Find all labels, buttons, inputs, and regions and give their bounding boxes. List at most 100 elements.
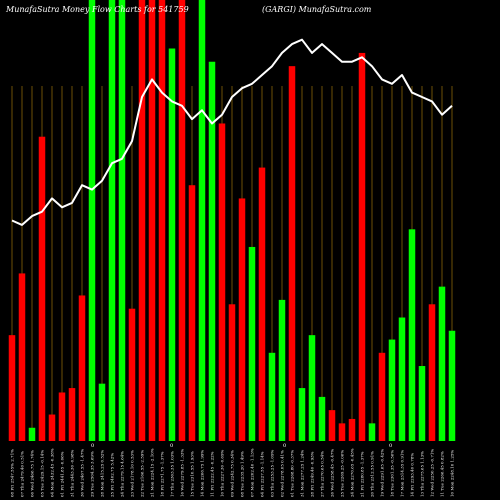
bar bbox=[88, 0, 96, 441]
x-tick-label: 25 Fri 2402.75 5.42% bbox=[110, 453, 115, 497]
bar bbox=[378, 352, 386, 441]
zero-marker-2: 0 bbox=[170, 443, 173, 449]
x-tick-label: 23 Wed 2178.10 0.53% bbox=[130, 450, 135, 497]
price-line bbox=[11, 38, 453, 226]
bar bbox=[348, 418, 356, 441]
bar bbox=[238, 198, 246, 441]
x-tick-label: 14 Mon 2266.75 1.99% bbox=[200, 450, 205, 497]
bar bbox=[368, 423, 376, 441]
x-tick-label: 02 Wed 2278.05 0.41% bbox=[280, 450, 285, 497]
x-tick-label: 09 Wed 2242.75 0.34% bbox=[230, 450, 235, 497]
x-tick-label: 13 Thu 2275.65 1.13% bbox=[420, 451, 425, 497]
bar bbox=[198, 0, 206, 441]
bar bbox=[108, 0, 116, 441]
bar bbox=[48, 414, 56, 441]
line-layer bbox=[11, 38, 453, 226]
bar bbox=[158, 0, 166, 441]
x-tick-label: 07 Mon 2202.40 -1.13% bbox=[250, 448, 255, 497]
x-tick-label: 08 Fri 2547.55% 2.71% bbox=[10, 449, 15, 497]
x-tick-label: 04 Fri 2227.55 -1.14% bbox=[260, 451, 265, 497]
bar bbox=[338, 423, 346, 441]
x-tick-label: 11 Tue 2266.45 0.82% bbox=[440, 451, 445, 497]
x-tick-label: 14 Fri 2293.40 0.78% bbox=[410, 453, 415, 497]
x-tick-label: 22 Tue 2166.55 -2.59% bbox=[140, 450, 145, 497]
bar bbox=[128, 308, 136, 441]
bar bbox=[448, 330, 456, 441]
tick-layer: 08 Fri 2547.55% 2.71% 07 Thu 2479.40 0.51… bbox=[10, 448, 455, 497]
x-tick-label: 12 Wed 2250.25 -0.71% bbox=[430, 449, 435, 497]
bar bbox=[168, 48, 176, 441]
bar bbox=[308, 335, 316, 441]
zero-marker-1: 0 bbox=[91, 443, 94, 449]
x-tick-label: 28 Fri 2249.40 -0.93% bbox=[310, 451, 315, 497]
x-tick-label: 20 Thu 2312.55 0.91% bbox=[370, 451, 375, 497]
bar bbox=[218, 123, 226, 441]
x-tick-label: 03 Thu 2253.25 -1.09% bbox=[270, 449, 275, 497]
chart-title: MunafaSutra Money Flow Charts for 541759 bbox=[5, 5, 189, 14]
x-tick-label: 10 Thu 2227.30 -0.69% bbox=[220, 449, 225, 497]
bar bbox=[208, 61, 216, 442]
x-tick-label: 01 Fri 2441.85 -0.06% bbox=[60, 451, 65, 497]
x-tick-label: 21 Fri 2280.85 -1.37% bbox=[360, 451, 365, 497]
x-tick-label: 06 Wed 2466.75 1.74% bbox=[30, 450, 35, 497]
bar bbox=[98, 383, 106, 441]
x-tick-label: 07 Thu 2479.40 0.51% bbox=[20, 451, 25, 497]
bar bbox=[398, 317, 406, 441]
bar bbox=[18, 273, 26, 441]
x-tick-label: 26 Wed 2258.45 -0.47% bbox=[330, 449, 335, 497]
bar bbox=[28, 427, 36, 441]
zero-marker-3: 0 bbox=[283, 443, 286, 449]
x-tick-label: 04 Mon 2432.45 -0.38% bbox=[50, 448, 55, 497]
bar bbox=[288, 66, 296, 442]
bar bbox=[418, 366, 426, 441]
x-tick-label: 18 Fri 2271.75 -1.37% bbox=[160, 451, 165, 497]
x-tick-label: 28 Mon 2415.25 0.52% bbox=[100, 450, 105, 497]
x-tick-label: 10 Mon 2248.10 1.25% bbox=[450, 450, 455, 497]
x-tick-label: 31 Mon 2277.25 1.24% bbox=[300, 450, 305, 497]
x-tick-label: 05 Tue 2429.15 -0.14% bbox=[40, 450, 45, 497]
bar bbox=[248, 246, 256, 441]
bar bbox=[358, 52, 366, 442]
bar bbox=[428, 304, 436, 441]
x-tick-label: 17 Thu 2303.35 1.03% bbox=[170, 451, 175, 497]
x-tick-label: 29 Tue 2504.35 3.69% bbox=[90, 451, 95, 497]
x-tick-label: 17 Mon 2314.35 0.91% bbox=[400, 450, 405, 497]
bar bbox=[38, 136, 46, 441]
bar bbox=[258, 167, 266, 441]
x-tick-label: 08 Tue 2235.20 1.49% bbox=[240, 451, 245, 497]
bar bbox=[78, 295, 86, 441]
bar bbox=[178, 0, 186, 441]
bar bbox=[438, 286, 446, 441]
x-tick-label: 01 Tue 2268.80 -0.37% bbox=[290, 450, 295, 497]
bar bbox=[68, 388, 76, 441]
x-tick-label: 24 Mon 2270.65 -0.45% bbox=[350, 448, 355, 497]
x-tick-label: 30 Wed 2467.55 -1.47% bbox=[80, 449, 85, 497]
x-tick-label: 24 Thu 2279.15 4.64% bbox=[120, 451, 125, 497]
bar bbox=[318, 396, 326, 441]
bar bbox=[118, 0, 126, 441]
bar bbox=[228, 304, 236, 441]
x-tick-label: 25 Tue 2269.25 -0.06% bbox=[340, 450, 345, 497]
bar bbox=[278, 299, 286, 441]
bar bbox=[388, 339, 396, 441]
bar bbox=[58, 392, 66, 441]
bar bbox=[148, 0, 156, 441]
zero-marker-4: 0 bbox=[389, 443, 392, 449]
bar bbox=[188, 185, 196, 441]
bar bbox=[328, 410, 336, 441]
x-tick-label: 11 Fri 2222.45 -0.22% bbox=[210, 451, 215, 497]
bar-layer bbox=[8, 0, 456, 442]
bar bbox=[408, 229, 416, 441]
bar bbox=[138, 0, 146, 441]
x-tick-label: 27 Thu 2270.65 0.54% bbox=[320, 451, 325, 497]
bar bbox=[298, 388, 306, 441]
x-tick-label: 19 Wed 2291.65 -0.42% bbox=[380, 449, 385, 497]
x-tick-label: 15 Tue 2310.55 1.93% bbox=[190, 451, 195, 497]
x-tick-label: 31 Thu 2443.30 -0.98% bbox=[70, 449, 75, 497]
x-tick-label: 16 Wed 2279.85 -1.33% bbox=[180, 449, 185, 497]
bar bbox=[268, 352, 276, 441]
x-tick-label: 18 Tue 2301.35 -0.56% bbox=[390, 450, 395, 497]
x-tick-label: 21 Mon 2224.15 -2.10% bbox=[150, 448, 155, 497]
chart-source: (GARGI) MunafaSutra.com bbox=[262, 5, 372, 14]
